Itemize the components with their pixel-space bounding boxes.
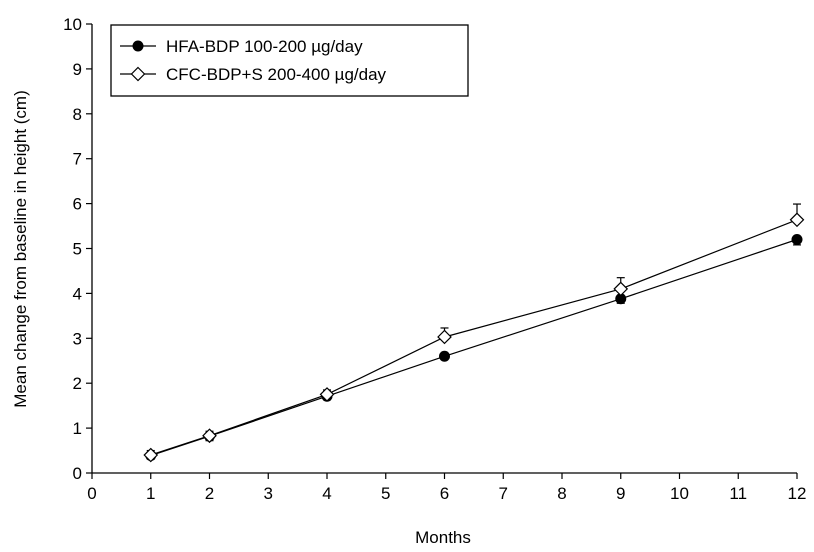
y-tick-label: 6 xyxy=(73,195,82,214)
data-point-cfc xyxy=(143,447,159,463)
y-tick-label: 2 xyxy=(73,374,82,393)
legend-marker-cfc xyxy=(130,66,146,82)
y-tick-label: 7 xyxy=(73,150,82,169)
legend-box xyxy=(110,24,469,97)
x-tick-label: 9 xyxy=(616,484,625,503)
x-tick-label: 5 xyxy=(381,484,390,503)
legend-marker-hfa xyxy=(132,40,144,52)
legend: HFA-BDP 100-200 µg/day CFC-BDP+S 200-400… xyxy=(110,24,469,97)
series-line-1 xyxy=(150,238,798,457)
series-layer xyxy=(143,203,805,463)
y-tick-label: 5 xyxy=(73,240,82,259)
legend-label-cfc: CFC-BDP+S 200-400 µg/day xyxy=(166,65,387,84)
data-point-hfa xyxy=(439,350,450,362)
y-tick-label: 4 xyxy=(73,284,82,303)
data-point-cfc xyxy=(613,281,629,297)
y-axis-label: Mean change from baseline in height (cm) xyxy=(11,90,30,408)
x-tick-label: 7 xyxy=(499,484,508,503)
y-tick-label: 10 xyxy=(63,15,82,34)
x-tick-label: 0 xyxy=(87,484,96,503)
y-tick-label: 1 xyxy=(73,419,82,438)
y-tick-label: 0 xyxy=(73,464,82,483)
x-tick-label: 4 xyxy=(322,484,331,503)
data-point-cfc xyxy=(319,387,335,402)
x-tick-label: 1 xyxy=(146,484,155,503)
y-tick-label: 8 xyxy=(73,105,82,124)
y-tick-label: 9 xyxy=(73,60,82,79)
y-axis-ticks: 0 1 2 3 4 5 6 7 8 9 10 xyxy=(63,15,92,483)
x-tick-label: 11 xyxy=(729,484,747,503)
data-point-cfc xyxy=(437,329,452,345)
data-point-hfa xyxy=(791,234,803,246)
y-tick-label: 3 xyxy=(73,329,82,348)
x-tick-label: 6 xyxy=(440,484,449,503)
data-point-cfc xyxy=(202,428,217,444)
x-tick-label: 10 xyxy=(670,484,689,503)
data-point-hfa xyxy=(615,293,627,305)
legend-label-hfa: HFA-BDP 100-200 µg/day xyxy=(166,37,363,56)
x-axis-ticks: 0 1 2 3 4 5 6 7 8 9 10 11 12 xyxy=(87,473,806,503)
series-line-2 xyxy=(150,219,798,456)
x-tick-label: 3 xyxy=(264,484,273,503)
x-tick-label: 12 xyxy=(788,484,807,503)
x-axis-label: Months xyxy=(415,528,471,547)
x-tick-label: 2 xyxy=(205,484,214,503)
data-point-cfc xyxy=(789,212,805,228)
x-tick-label: 8 xyxy=(557,484,566,503)
